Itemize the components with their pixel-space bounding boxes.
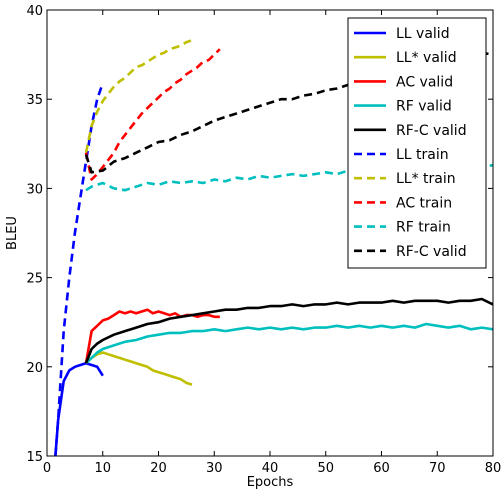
x-tick-label: 80 [485, 461, 501, 476]
series-line-rf-train-dashed-8 [85, 163, 493, 192]
series-line-ac-valid-2 [84, 308, 220, 364]
legend-label: RF-C valid [396, 244, 467, 260]
axis-ticks: 0 10 20 30 40 50 60 70 80 15 20 25 30 35 40 [26, 4, 501, 476]
series-line-ll-train-dashed-5 [54, 82, 105, 456]
y-tick-label: 40 [26, 4, 43, 19]
x-axis-label: Epochs [247, 475, 294, 490]
x-tick-label: 60 [373, 461, 390, 476]
x-tick-label: 50 [317, 461, 334, 476]
x-tick-label: 10 [94, 461, 111, 476]
legend-label: RF valid [396, 99, 452, 115]
y-tick-label: 35 [26, 93, 43, 108]
y-tick-label: 15 [26, 450, 43, 465]
x-tick-label: 70 [429, 461, 446, 476]
legend-label: AC train [396, 195, 452, 211]
x-tick-label: 0 [43, 461, 51, 476]
x-tick-label: 40 [262, 461, 279, 476]
y-tick-label: 25 [26, 272, 43, 287]
series-line-ll-star-valid-1 [85, 351, 193, 386]
legend-label: RF train [396, 220, 451, 236]
legend-label: LL* valid [396, 50, 457, 66]
legend-label: RF-C valid [396, 123, 467, 139]
y-axis-label: BLEU [5, 216, 20, 250]
y-tick-label: 30 [26, 182, 43, 197]
series-line-ac-train-dashed-7 [84, 48, 221, 181]
x-tick-label: 30 [206, 461, 223, 476]
series-line-ll-valid-0 [54, 361, 104, 456]
legend: LL valid LL* valid AC valid RF valid RF-C va… [347, 17, 487, 269]
x-tick-label: 20 [150, 461, 167, 476]
legend-label: AC valid [396, 74, 453, 90]
series-line-rf-valid-3 [85, 322, 493, 365]
y-tick-label: 20 [26, 361, 43, 376]
legend-label: LL valid [396, 26, 450, 42]
legend-label: LL* train [396, 171, 456, 187]
series-line-rf-c-valid-4 [84, 297, 493, 364]
legend-label: LL train [396, 147, 449, 163]
series-line-ll-star-train-dashed-6 [84, 39, 193, 153]
